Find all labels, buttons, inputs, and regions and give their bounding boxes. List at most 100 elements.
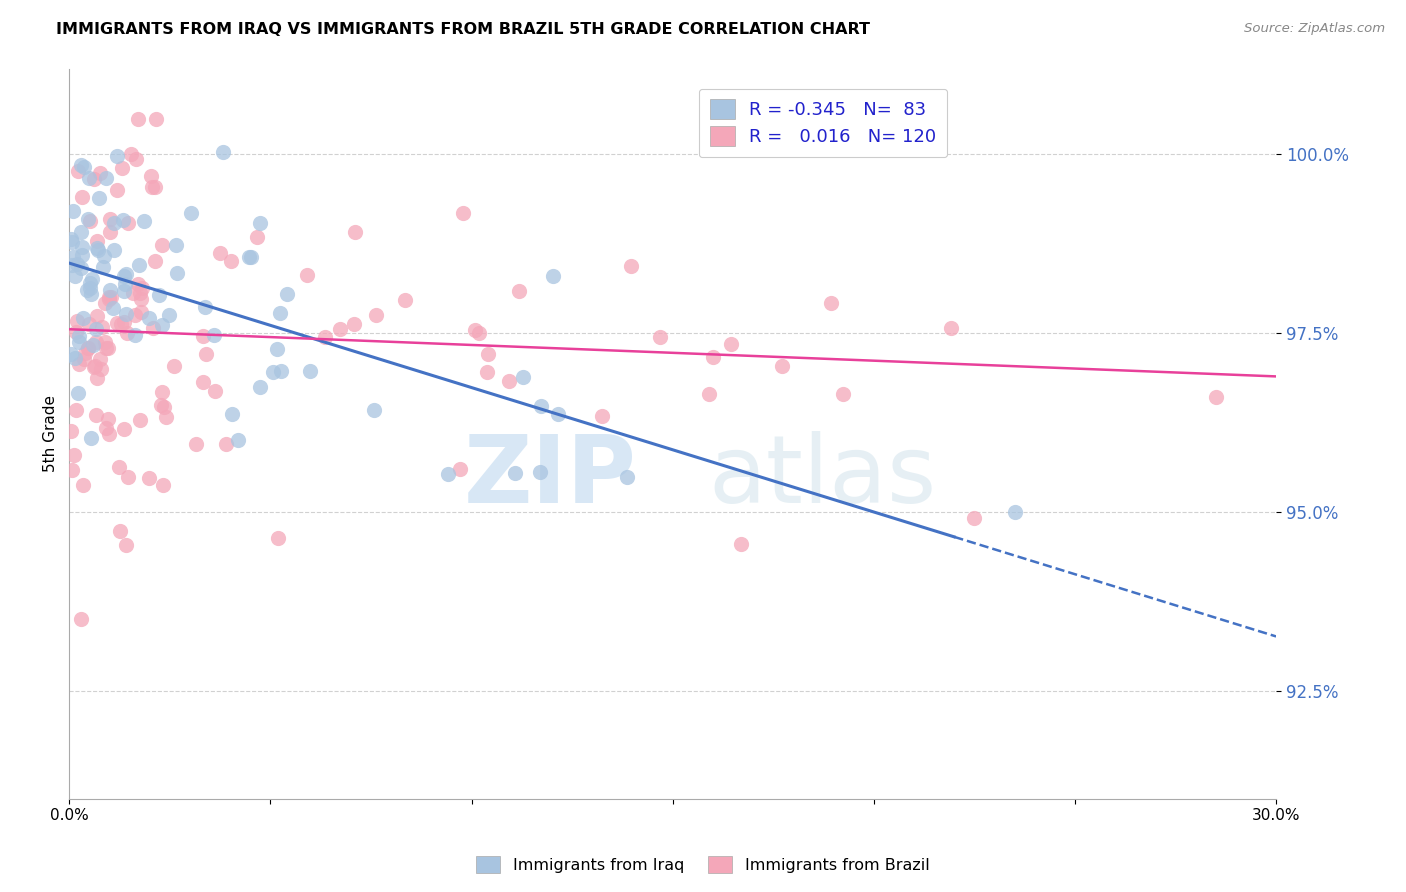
Point	[60, 258, 83, 272]
Point	[62, 250, 84, 264]
Point	[770, 359, 793, 373]
Point	[86, 371, 108, 385]
Point	[97, 341, 120, 355]
Point	[209, 246, 232, 260]
Point	[1205, 390, 1227, 404]
Point	[98, 427, 121, 442]
Point	[117, 216, 139, 230]
Point	[468, 326, 491, 340]
Point	[453, 206, 475, 220]
Point	[70, 247, 93, 261]
Point	[107, 460, 129, 475]
Point	[62, 203, 84, 218]
Point	[165, 238, 187, 252]
Legend: R = -0.345   N=  83, R =   0.016   N= 120: R = -0.345 N= 83, R = 0.016 N= 120	[699, 88, 948, 157]
Point	[648, 330, 671, 344]
Point	[191, 376, 214, 390]
Point	[97, 412, 120, 426]
Point	[498, 374, 520, 388]
Point	[65, 326, 87, 340]
Point	[437, 467, 460, 481]
Point	[69, 335, 91, 350]
Point	[101, 301, 124, 315]
Point	[73, 351, 96, 366]
Point	[86, 234, 108, 248]
Point	[94, 296, 117, 310]
Point	[344, 226, 367, 240]
Point	[475, 365, 498, 379]
Point	[84, 359, 107, 373]
Point	[702, 351, 724, 365]
Point	[152, 478, 174, 492]
Point	[616, 470, 638, 484]
Point	[530, 400, 553, 414]
Point	[60, 232, 83, 246]
Point	[76, 341, 98, 355]
Point	[94, 421, 117, 435]
Point	[127, 277, 149, 292]
Point	[131, 293, 153, 307]
Point	[939, 320, 962, 334]
Point	[90, 362, 112, 376]
Point	[89, 352, 111, 367]
Point	[124, 308, 146, 322]
Point	[100, 225, 122, 239]
Point	[87, 191, 110, 205]
Point	[194, 300, 217, 314]
Point	[267, 531, 290, 545]
Point	[84, 334, 107, 349]
Point	[105, 316, 128, 330]
Point	[270, 364, 292, 378]
Point	[148, 288, 170, 302]
Point	[329, 322, 352, 336]
Point	[90, 319, 112, 334]
Point	[114, 307, 136, 321]
Point	[145, 112, 167, 126]
Point	[838, 136, 860, 151]
Point	[70, 612, 93, 626]
Point	[108, 524, 131, 539]
Point	[60, 424, 83, 438]
Point	[541, 268, 564, 283]
Point	[79, 317, 101, 331]
Point	[72, 161, 94, 175]
Point	[503, 466, 526, 480]
Point	[295, 268, 318, 282]
Point	[138, 471, 160, 485]
Point	[112, 213, 135, 227]
Point	[93, 249, 115, 263]
Point	[202, 328, 225, 343]
Point	[221, 254, 243, 268]
Point	[449, 462, 471, 476]
Point	[115, 267, 138, 281]
Point	[529, 465, 551, 479]
Point	[115, 538, 138, 552]
Point	[65, 314, 87, 328]
Point	[394, 293, 416, 307]
Point	[80, 272, 103, 286]
Point	[77, 170, 100, 185]
Point	[127, 112, 149, 126]
Point	[86, 408, 108, 422]
Point	[143, 254, 166, 268]
Point	[117, 470, 139, 484]
Point	[69, 329, 91, 343]
Point	[72, 311, 94, 326]
Point	[117, 326, 139, 340]
Point	[131, 281, 153, 295]
Legend: Immigrants from Iraq, Immigrants from Brazil: Immigrants from Iraq, Immigrants from Br…	[470, 849, 936, 880]
Point	[697, 387, 720, 401]
Point	[139, 169, 162, 184]
Point	[65, 351, 87, 365]
Point	[228, 433, 250, 447]
Point	[79, 281, 101, 295]
Point	[72, 478, 94, 492]
Point	[212, 145, 235, 160]
Point	[60, 347, 83, 361]
Point	[132, 214, 155, 228]
Point	[62, 463, 84, 477]
Point	[60, 235, 83, 249]
Point	[110, 317, 132, 331]
Point	[70, 158, 93, 172]
Point	[86, 309, 108, 323]
